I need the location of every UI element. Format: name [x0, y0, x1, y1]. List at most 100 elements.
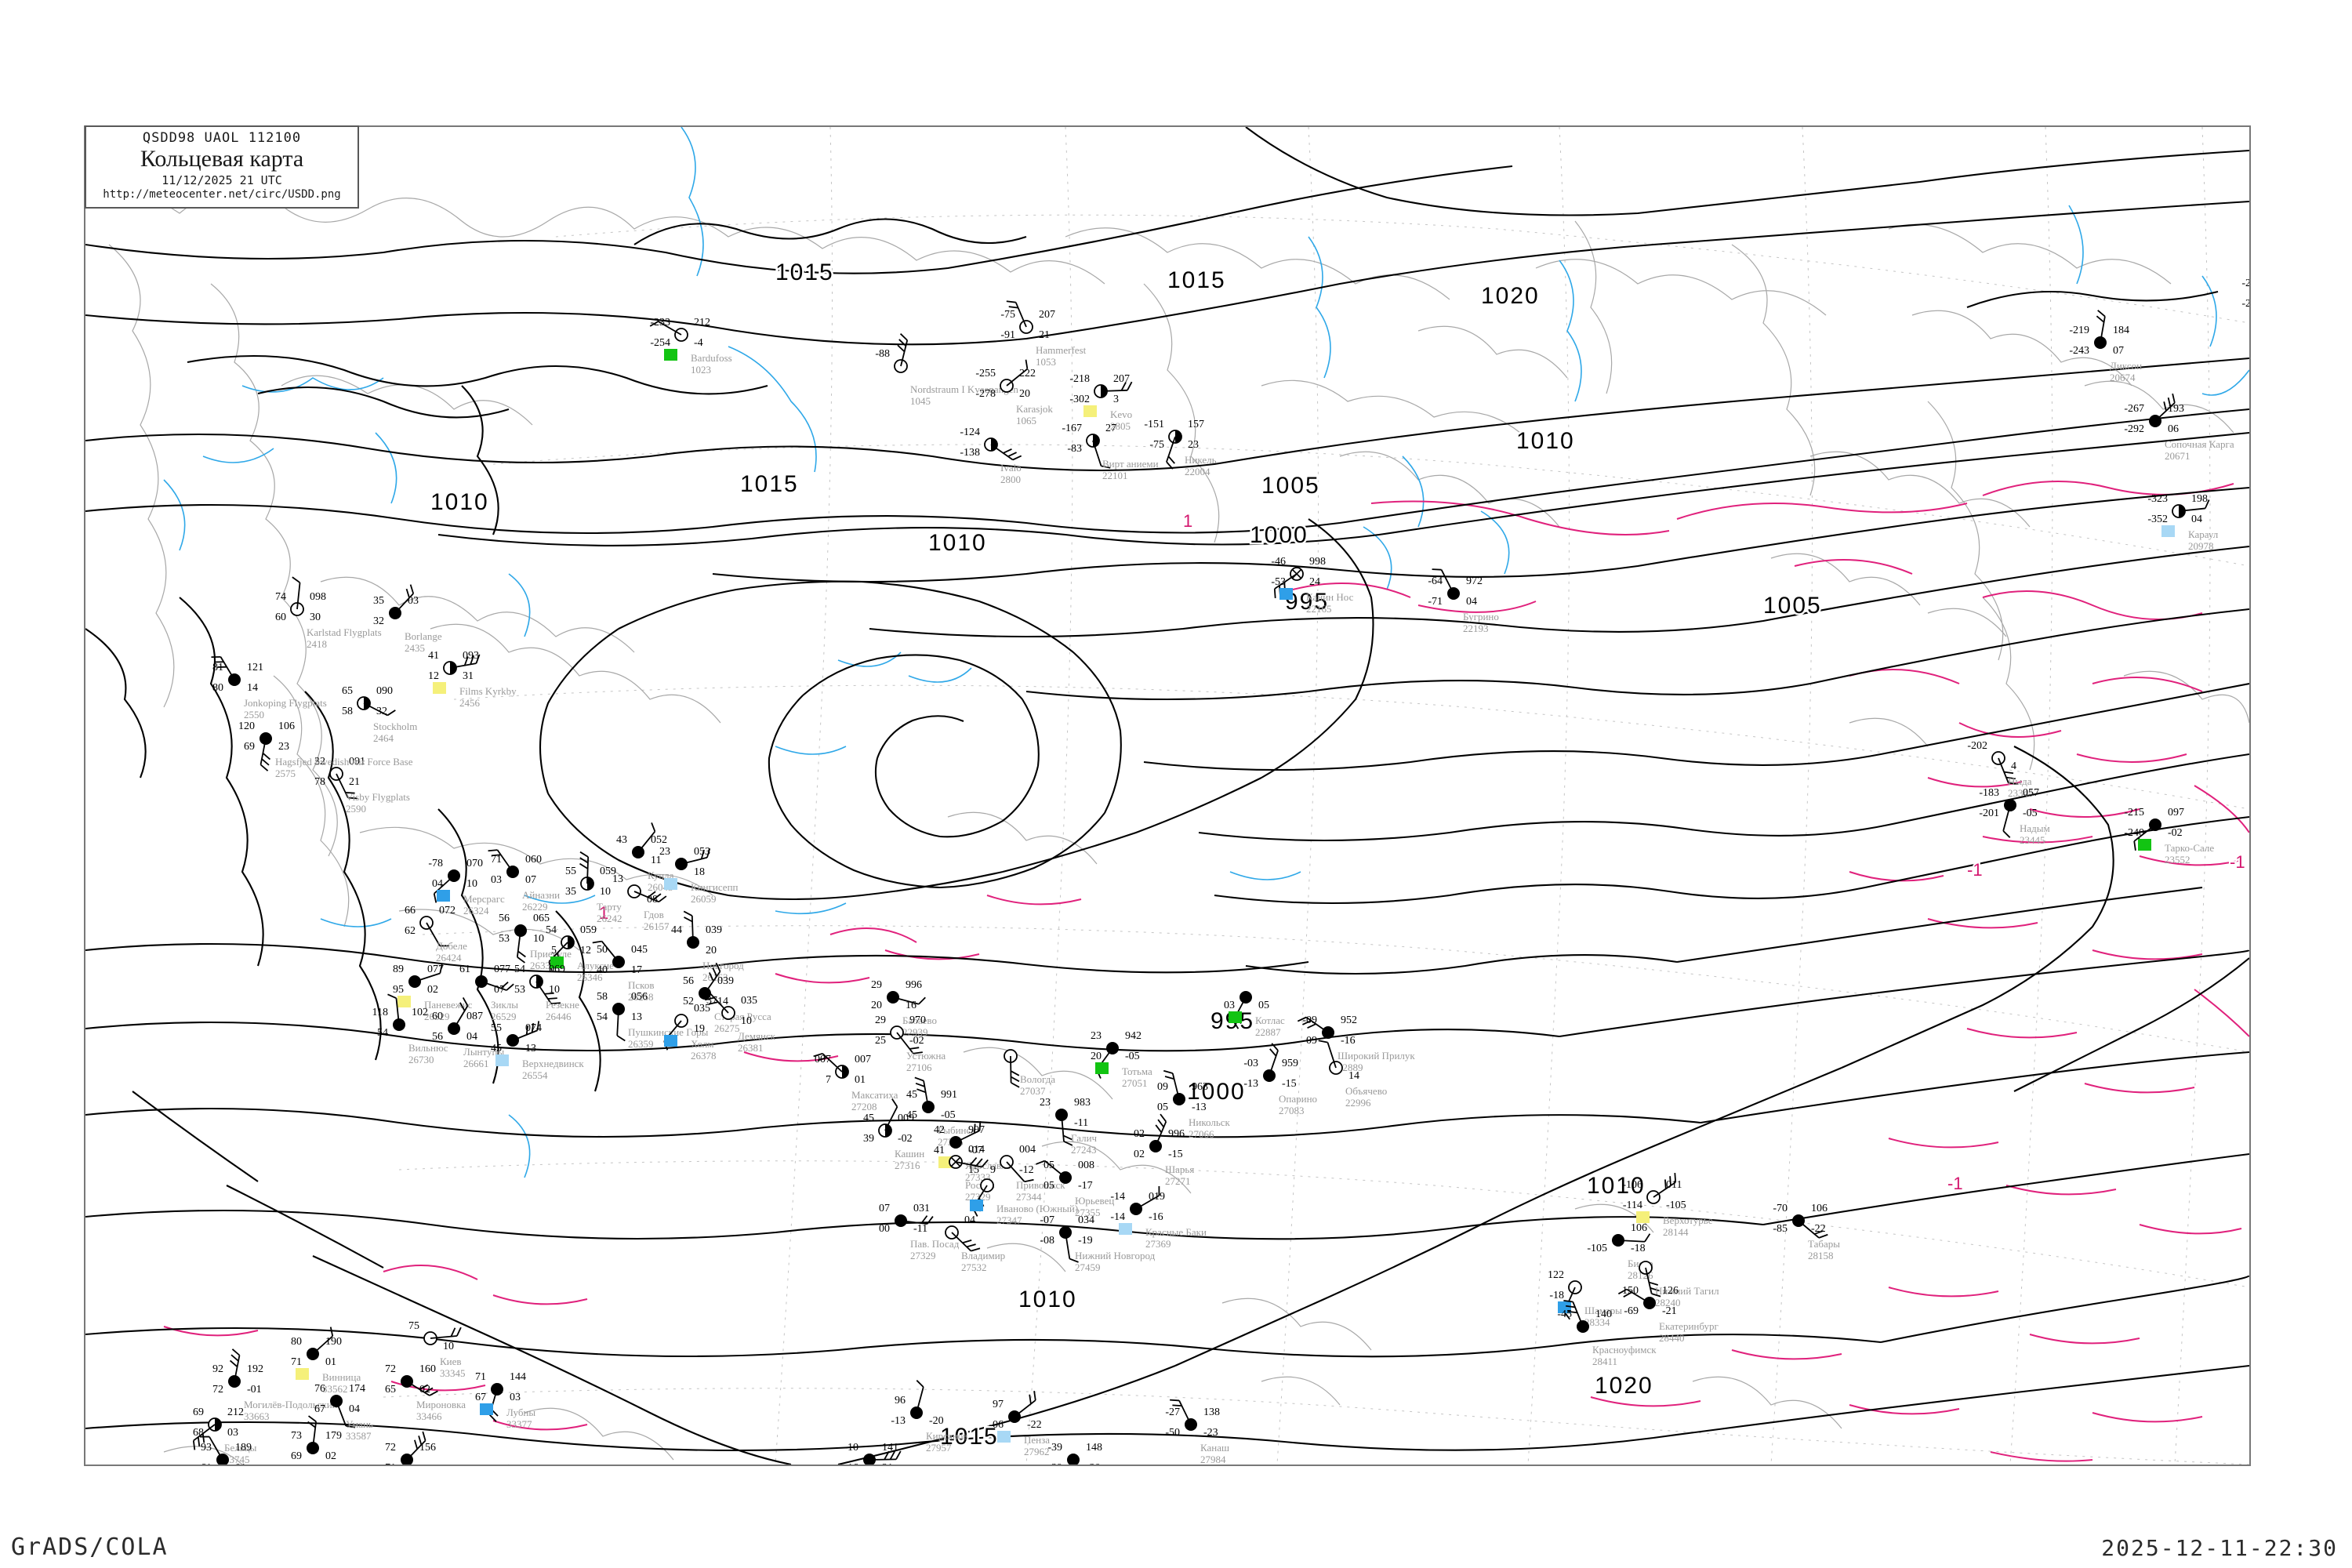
- wind-barb-feather: [450, 1327, 456, 1338]
- station-plot-layer[interactable]: -233-254212-4Bardufoss1023-75-9120721Ham…: [192, 278, 2249, 1465]
- station-plot[interactable]: Иваново (Южный)27347: [970, 1178, 1078, 1226]
- weather-map-frame[interactable]: 1015 1020 1015 1015 1010 1010 1010 1005 …: [84, 125, 2251, 1466]
- station-plot[interactable]: 936118901Корнешть33749: [199, 1436, 275, 1465]
- station-plot[interactable]: -267-261193Северная Карга22037: [2241, 278, 2249, 336]
- station-pressure-tendency: -16: [1341, 1035, 1356, 1047]
- station-id-label: 23552: [2165, 854, 2190, 866]
- station-plot[interactable]: 7271156Кировоград33711: [385, 1431, 468, 1465]
- station-temperature: 60: [432, 1011, 443, 1022]
- station-plot[interactable]: -10-1614121Жердевка34146: [844, 1442, 920, 1465]
- map-canvas[interactable]: 1015 1020 1015 1015 1010 1010 1010 1005 …: [85, 127, 2249, 1465]
- wind-barb-feather: [463, 656, 469, 666]
- station-pressure-tendency: 01: [325, 1356, 336, 1368]
- station-pressure-tendency: 21: [1039, 329, 1050, 341]
- station-plot[interactable]: 736917902Любашевка33761: [291, 1415, 373, 1465]
- precipitation-marker: [997, 1431, 1011, 1443]
- station-plot[interactable]: 1308Гдов26157: [612, 873, 670, 932]
- station-temperature: 54: [514, 964, 525, 975]
- station-plot[interactable]: 120 69 106 23 Hagsfjed Swedish Air Force Bas…: [238, 720, 413, 779]
- station-pressure: 207: [1039, 309, 1055, 321]
- isotherm-layer: [163, 481, 2249, 1462]
- precipitation-marker: [433, 682, 446, 694]
- station-temperature: 45: [906, 1089, 917, 1101]
